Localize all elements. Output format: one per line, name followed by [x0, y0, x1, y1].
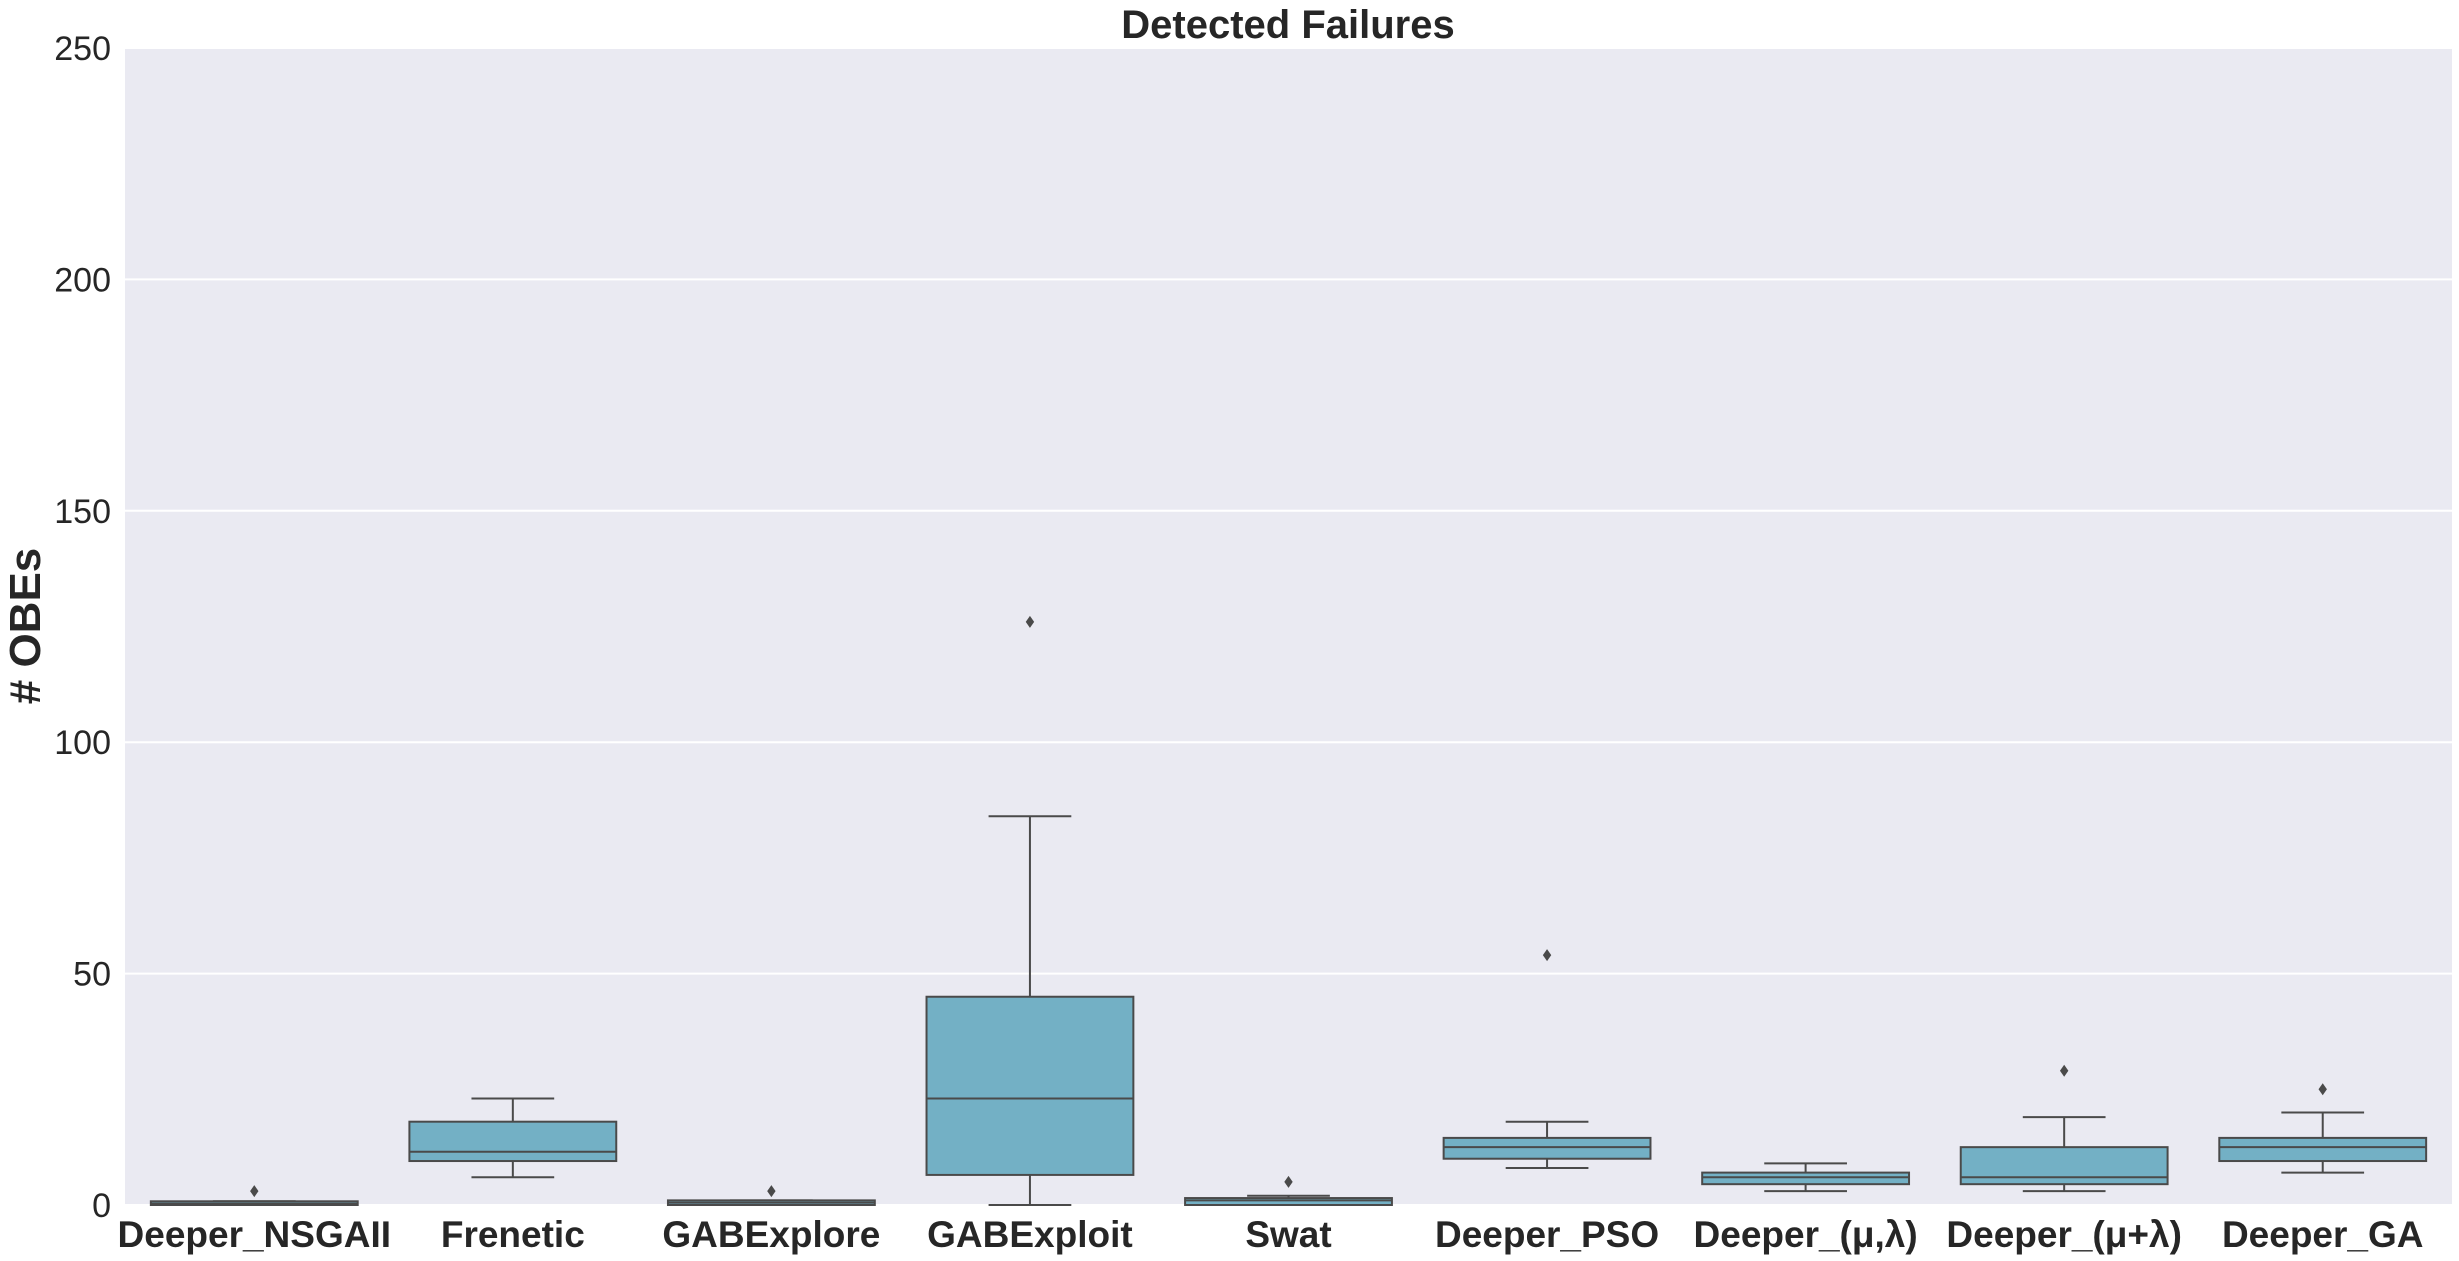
- x-tick-label: GABExploit: [927, 1214, 1133, 1255]
- outlier-point: [2318, 1083, 2327, 1096]
- box-Deeper_PSO: [1442, 949, 1652, 1169]
- y-tick-label: 0: [92, 1187, 111, 1225]
- chart-title: Detected Failures: [1121, 3, 1454, 47]
- y-tick-labels: 0 50 100 150 200 250: [54, 30, 111, 1225]
- iqr-box: [408, 1120, 618, 1163]
- x-tick-label: Swat: [1245, 1214, 1331, 1255]
- y-tick-label: 250: [54, 30, 111, 68]
- box-Frenetic: [408, 1097, 618, 1179]
- x-tick-label: Deeper_GA: [2222, 1214, 2424, 1255]
- y-axis-label: # OBEs: [1, 548, 50, 705]
- box-Deeper_(μ+λ): [1959, 1064, 2169, 1193]
- outlier-point: [1542, 949, 1552, 962]
- grid-lines: [125, 47, 2452, 1206]
- y-tick-label: 100: [54, 724, 111, 762]
- y-tick-label: 50: [73, 956, 111, 994]
- outlier-point: [767, 1185, 776, 1198]
- outlier-point: [2059, 1064, 2069, 1077]
- box-Deeper_NSGAII: [149, 1185, 359, 1207]
- outlier-point: [1025, 615, 1035, 628]
- iqr-box: [1442, 1136, 1652, 1160]
- boxes: [149, 615, 2428, 1207]
- x-tick-labels: Deeper_NSGAII Frenetic GABExplore GABExploi…: [118, 1214, 2424, 1255]
- x-tick-label: Frenetic: [441, 1214, 585, 1255]
- x-tick-label: Deeper_PSO: [1435, 1214, 1659, 1255]
- box-Deeper_(μ,λ): [1701, 1162, 1911, 1193]
- x-tick-label: Deeper_NSGAII: [118, 1214, 392, 1255]
- y-tick-label: 200: [54, 261, 111, 299]
- box-Deeper_GA: [2218, 1083, 2428, 1174]
- iqr-box: [1959, 1146, 2169, 1186]
- x-tick-label: Deeper_(μ+λ): [1946, 1214, 2182, 1255]
- outlier-point: [1284, 1175, 1293, 1188]
- iqr-box: [1184, 1197, 1393, 1206]
- y-tick-label: 150: [54, 493, 111, 531]
- iqr-box: [1701, 1171, 1911, 1186]
- box-GABExploit: [925, 615, 1135, 1206]
- box-Swat: [1184, 1175, 1393, 1206]
- x-tick-label: Deeper_(μ,λ): [1694, 1214, 1918, 1255]
- x-tick-label: GABExplore: [662, 1214, 880, 1255]
- iqr-box: [2218, 1136, 2428, 1163]
- box-GABExplore: [666, 1185, 876, 1206]
- plot-area: [125, 48, 2452, 1205]
- outlier-point: [250, 1185, 259, 1198]
- iqr-box: [925, 995, 1135, 1176]
